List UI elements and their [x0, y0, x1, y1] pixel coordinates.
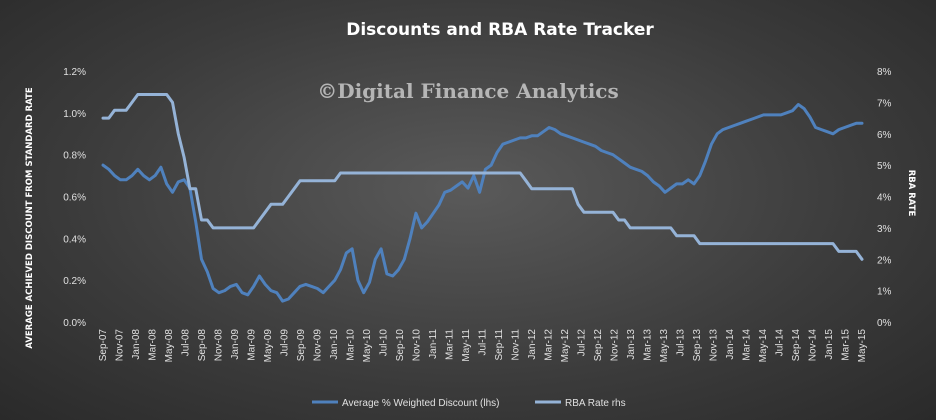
left-tick-label: 0.6% [63, 193, 86, 204]
x-tick-label: Jul-11 [478, 329, 489, 356]
x-tick-label: Jan-08 [131, 329, 142, 360]
x-tick-label: Jan-10 [329, 329, 340, 360]
x-tick-label: Sep-10 [395, 329, 406, 362]
x-tick-label: May-10 [362, 329, 373, 363]
right-tick-label: 4% [877, 193, 892, 204]
legend-label-discount: Average % Weighted Discount (lhs) [342, 398, 500, 409]
x-tick-label: Mar-08 [148, 329, 159, 361]
right-tick-label: 8% [877, 67, 892, 78]
discount-series-line [101, 103, 864, 303]
x-tick-label: May-13 [659, 329, 670, 363]
right-axis-title: RBA RATE [906, 170, 916, 217]
x-tick-label: Mar-11 [445, 329, 456, 360]
x-tick-label: Mar-15 [841, 329, 852, 361]
x-tick-label: Jul-08 [181, 329, 192, 357]
x-tick-label: Nov-09 [313, 329, 324, 362]
x-tick-label: Jan-12 [527, 329, 538, 360]
x-tick-label: Jan-14 [725, 329, 736, 360]
x-tick-label: Sep-13 [692, 329, 703, 362]
chart-legend: Average % Weighted Discount (lhs) RBA Ra… [312, 398, 626, 409]
right-tick-label: 6% [877, 130, 892, 141]
x-tick-label: May-12 [560, 329, 571, 363]
x-tick-label: Nov-08 [214, 329, 225, 362]
right-tick-label: 3% [877, 224, 892, 235]
x-tick-label: Nov-13 [709, 329, 720, 362]
legend-label-rba: RBA Rate rhs [565, 398, 626, 409]
rba-rate-series-line [101, 93, 864, 261]
right-axis-ticks: 0% 1% 2% 3% 4% 5% 6% 7% 8% [877, 67, 892, 329]
left-tick-label: 0.4% [63, 234, 86, 245]
x-tick-label: Jul-10 [379, 329, 390, 357]
x-tick-label: Sep-11 [494, 329, 505, 361]
right-tick-label: 2% [877, 255, 892, 266]
x-tick-label: Jan-11 [428, 329, 439, 359]
left-tick-label: 1.0% [63, 109, 86, 120]
x-tick-label: May-09 [263, 329, 274, 363]
x-tick-label: Nov-10 [412, 329, 423, 362]
x-tick-label: Mar-14 [742, 329, 753, 361]
left-tick-label: 0.2% [63, 276, 86, 287]
right-tick-label: 1% [877, 287, 892, 298]
x-tick-label: Jan-15 [824, 329, 835, 360]
left-axis-ticks: 0.0% 0.2% 0.4% 0.6% 0.8% 1.0% 1.2% [63, 67, 86, 329]
right-tick-label: 7% [877, 98, 892, 109]
chart-title: Discounts and RBA Rate Tracker [346, 20, 654, 40]
x-tick-label: Mar-10 [346, 329, 357, 361]
x-tick-label: Jul-12 [577, 329, 588, 357]
x-tick-label: Sep-08 [197, 329, 208, 362]
x-tick-label: Sep-14 [791, 329, 802, 362]
x-tick-label: Mar-09 [247, 329, 258, 361]
x-tick-label: Jul-13 [676, 329, 687, 357]
x-tick-label: May-11 [461, 329, 472, 362]
left-tick-label: 1.2% [63, 67, 86, 78]
x-tick-label: Sep-12 [593, 329, 604, 362]
x-tick-label: Jul-09 [280, 329, 291, 357]
right-tick-label: 5% [877, 161, 892, 172]
x-tick-label: Nov-14 [808, 329, 819, 362]
x-tick-label: Sep-07 [98, 329, 109, 362]
x-tick-label: Jul-14 [775, 329, 786, 357]
x-tick-label: May-08 [164, 329, 175, 363]
x-tick-label: Sep-09 [296, 329, 307, 362]
x-tick-label: Mar-13 [643, 329, 654, 361]
left-tick-label: 0.8% [63, 151, 86, 162]
x-axis-ticks: Sep-07 Nov-07 Jan-08 Mar-08 May-08 Jul-08 Sep-… [98, 329, 868, 363]
x-tick-label: May-14 [758, 329, 769, 363]
x-tick-label: Mar-12 [544, 329, 555, 361]
left-axis-title: AVERAGE ACHIEVED DISCOUNT FROM STANDARD … [25, 87, 35, 349]
x-tick-label: Nov-07 [115, 329, 126, 362]
x-tick-label: Nov-11 [511, 329, 522, 361]
x-tick-label: May-15 [857, 329, 868, 363]
watermark-text: ©Digital Finance Analytics [317, 79, 619, 103]
series-lines [101, 93, 864, 303]
x-tick-label: Jan-13 [626, 329, 637, 360]
x-tick-label: Jan-09 [230, 329, 241, 360]
right-tick-label: 0% [877, 318, 892, 329]
left-tick-label: 0.0% [63, 318, 86, 329]
x-tick-label: Nov-12 [610, 329, 621, 362]
